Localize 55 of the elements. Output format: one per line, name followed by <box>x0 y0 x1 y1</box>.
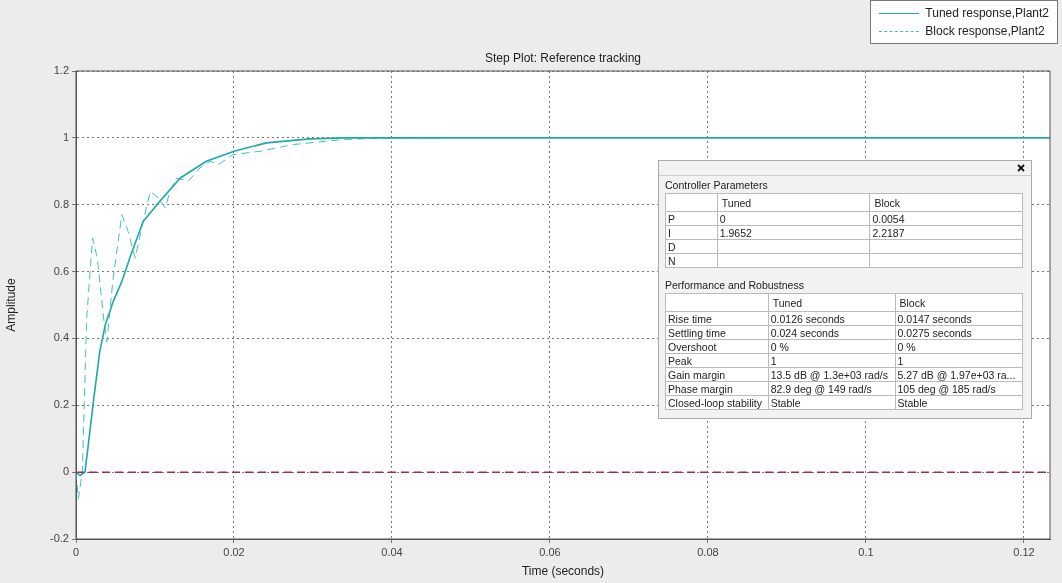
category-label: Settling time <box>668 326 726 339</box>
category-label: N <box>668 254 676 267</box>
text: 1 <box>770 354 777 367</box>
text: Stable <box>770 396 801 409</box>
category-label: Gain margin <box>668 368 726 381</box>
text: 0 % <box>770 340 789 353</box>
y-tick-label: 1 <box>62 130 69 143</box>
text: 0.024 seconds <box>770 326 840 339</box>
text: 0.0147 seconds <box>897 312 972 325</box>
category-label: I <box>668 226 671 239</box>
category-label: Peak <box>668 354 692 367</box>
category-label: Tuned <box>717 193 870 212</box>
y-tick-label: 0.6 <box>53 264 69 277</box>
category-label: Overshoot <box>668 340 717 353</box>
x-tick-label: 0.12 <box>1013 545 1035 558</box>
category-label: Block <box>869 193 1023 212</box>
x-tick-label: 0 <box>72 545 80 558</box>
category-label: Block <box>895 293 1023 312</box>
x-tick-label: 0.1 <box>858 545 874 558</box>
y-tick-label: 0.8 <box>53 197 69 210</box>
y-tick-label: 0.2 <box>53 398 69 411</box>
legend-label: Tuned response,Plant2 <box>925 6 1049 20</box>
y-tick-label: -0.2 <box>50 532 69 545</box>
text: Stable <box>897 396 928 409</box>
text: 2.2187 <box>872 226 905 239</box>
text: 105 deg @ 185 rad/s <box>897 382 996 395</box>
chart-title: Performance and Robustness <box>665 279 804 291</box>
text: 0 % <box>897 340 916 353</box>
category-label: Phase margin <box>668 382 733 395</box>
category-label: Rise time <box>668 312 712 325</box>
text: 0.0275 seconds <box>897 326 972 339</box>
category-label: P <box>668 212 676 225</box>
category-label: D <box>668 240 676 253</box>
text: 1.9652 <box>719 226 752 239</box>
y-tick-label: 0 <box>62 465 69 478</box>
x-axis-title: Time (seconds) <box>521 564 605 579</box>
category-label: Closed-loop stability <box>668 396 762 409</box>
text: 0 <box>719 212 726 225</box>
y-tick-label: 0.4 <box>53 331 69 344</box>
x-tick-label: 0.04 <box>381 545 403 558</box>
y-tick-label: 1.2 <box>53 64 69 77</box>
x-tick-label: 0.06 <box>539 545 561 558</box>
chart-title: Step Plot: Reference tracking <box>484 51 642 66</box>
legend-label: Block response,Plant2 <box>925 24 1045 38</box>
chart-title: Controller Parameters <box>665 179 768 191</box>
text: 13.5 dB @ 1.3e+03 rad/s <box>770 368 888 381</box>
x-tick-label: 0.02 <box>223 545 245 558</box>
text: 0.0054 <box>872 212 905 225</box>
x-tick-label: 0.08 <box>697 545 719 558</box>
text: 1 <box>897 354 904 367</box>
text: 0.0126 seconds <box>770 312 845 325</box>
y-axis-title: Amplitude <box>3 278 18 332</box>
text: 5.27 dB @ 1.97e+03 ra... <box>897 368 1016 381</box>
text: 82.9 deg @ 149 rad/s <box>770 382 872 395</box>
category-label: Tuned <box>768 293 896 312</box>
